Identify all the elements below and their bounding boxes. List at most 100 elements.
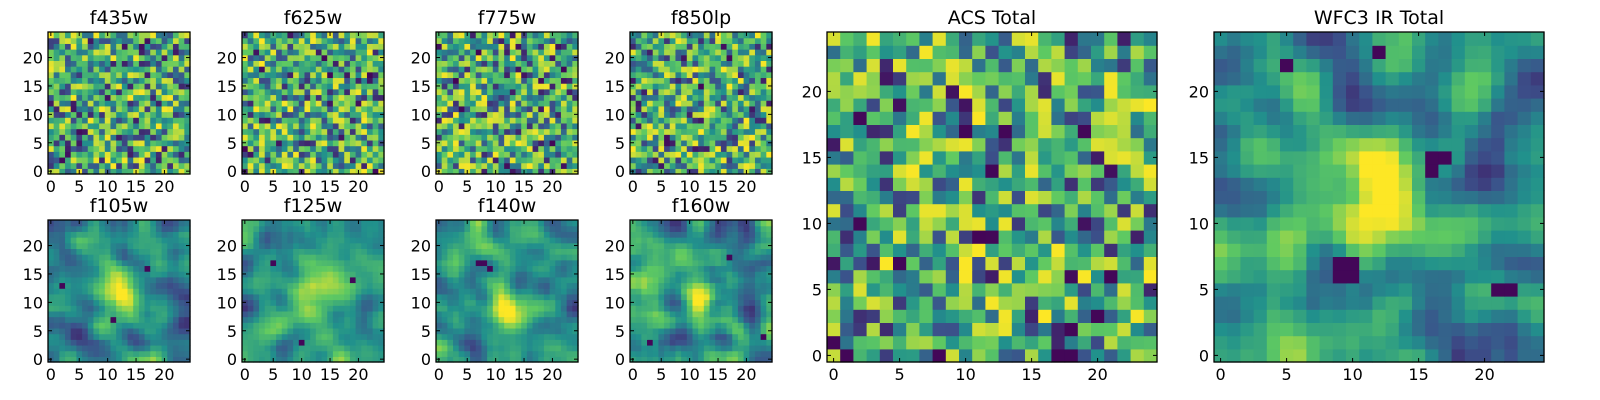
heatmap-cell bbox=[766, 344, 773, 352]
heatmap-cell bbox=[749, 100, 756, 107]
heatmap-cell bbox=[178, 139, 185, 147]
heatmap-cell bbox=[127, 242, 134, 249]
heatmap-cell bbox=[293, 322, 300, 329]
heatmap-cell bbox=[247, 265, 254, 272]
heatmap-cell bbox=[178, 231, 185, 238]
heatmap-cell bbox=[99, 265, 106, 272]
heatmap-cell bbox=[372, 276, 379, 284]
heatmap-cell bbox=[327, 293, 334, 301]
heatmap-cell bbox=[560, 242, 568, 249]
heatmap-cell bbox=[150, 327, 157, 335]
heatmap-cell bbox=[338, 225, 345, 232]
heatmap-cell bbox=[150, 225, 157, 232]
heatmap-cell bbox=[635, 276, 642, 284]
heatmap-cell bbox=[641, 333, 648, 340]
heatmap-cell bbox=[321, 254, 328, 261]
heatmap-cell bbox=[321, 316, 328, 323]
heatmap-cell bbox=[532, 259, 539, 267]
heatmap-cell bbox=[332, 94, 340, 101]
heatmap-cell bbox=[652, 66, 659, 73]
heatmap-cell bbox=[647, 156, 654, 164]
heatmap-cell bbox=[304, 356, 311, 363]
heatmap-cell bbox=[549, 259, 556, 267]
heatmap-cell bbox=[366, 49, 374, 56]
heatmap-cell bbox=[298, 242, 306, 249]
heatmap-cell bbox=[161, 254, 168, 261]
heatmap-cell bbox=[481, 111, 488, 118]
heatmap-cell bbox=[498, 282, 505, 289]
heatmap-cell bbox=[515, 310, 522, 318]
heatmap-cell bbox=[110, 139, 117, 147]
heatmap-cell bbox=[630, 310, 637, 318]
heatmap-cell bbox=[53, 248, 60, 255]
heatmap-cell bbox=[349, 293, 357, 301]
heatmap-cell bbox=[652, 88, 659, 96]
heatmap-cell bbox=[737, 37, 745, 44]
heatmap-cell bbox=[737, 316, 745, 323]
y-tick-label: 5 bbox=[615, 134, 625, 153]
heatmap-cell bbox=[276, 128, 283, 135]
heatmap-cell bbox=[366, 350, 374, 357]
heatmap-cell bbox=[121, 168, 129, 175]
heatmap-cell bbox=[555, 344, 562, 352]
heatmap-cell bbox=[743, 333, 750, 340]
heatmap-cell bbox=[447, 265, 454, 272]
heatmap-cell bbox=[441, 356, 448, 363]
heatmap-cell bbox=[766, 162, 773, 169]
heatmap-cell bbox=[110, 43, 117, 50]
heatmap-cell bbox=[509, 288, 517, 295]
heatmap-cell bbox=[172, 259, 180, 267]
heatmap-cell bbox=[492, 83, 500, 90]
heatmap-cell bbox=[133, 316, 140, 323]
heatmap-cell bbox=[287, 60, 294, 67]
heatmap-cell bbox=[720, 282, 728, 289]
heatmap-cell bbox=[172, 54, 180, 61]
heatmap-cell bbox=[458, 111, 465, 118]
heatmap-cell bbox=[155, 49, 163, 56]
heatmap-cell bbox=[293, 139, 300, 147]
heatmap-cell bbox=[293, 37, 300, 44]
heatmap-cell bbox=[470, 322, 477, 329]
heatmap-cell bbox=[630, 128, 637, 135]
heatmap-cell bbox=[144, 271, 151, 278]
heatmap-cell bbox=[664, 271, 671, 278]
heatmap-cell bbox=[332, 225, 340, 232]
heatmap-cell bbox=[293, 288, 300, 295]
heatmap-cell bbox=[464, 134, 471, 141]
heatmap-cell bbox=[349, 151, 357, 158]
heatmap-cell bbox=[664, 333, 671, 340]
heatmap-cell bbox=[293, 333, 300, 340]
heatmap-cell bbox=[65, 37, 72, 44]
heatmap-cell bbox=[116, 225, 123, 232]
heatmap-cell bbox=[436, 134, 443, 141]
heatmap-cell bbox=[521, 139, 528, 147]
heatmap-cell bbox=[281, 100, 289, 107]
heatmap-cell bbox=[692, 49, 699, 56]
heatmap-cell bbox=[155, 88, 163, 96]
heatmap-cell bbox=[526, 60, 534, 67]
heatmap-cell bbox=[555, 237, 562, 244]
heatmap-cell bbox=[732, 117, 739, 124]
heatmap-cell bbox=[498, 83, 505, 90]
heatmap-cell bbox=[766, 151, 773, 158]
heatmap-cell bbox=[560, 151, 568, 158]
heatmap-cell bbox=[498, 54, 505, 61]
heatmap-cell bbox=[82, 299, 89, 306]
heatmap-cell bbox=[572, 60, 579, 67]
heatmap-cell bbox=[242, 105, 249, 113]
heatmap-cell bbox=[361, 128, 368, 135]
heatmap-cell bbox=[504, 151, 511, 158]
heatmap-cell bbox=[155, 322, 163, 329]
heatmap-cell bbox=[470, 305, 477, 312]
heatmap-cell bbox=[65, 344, 72, 352]
heatmap-cell bbox=[104, 237, 112, 244]
heatmap-cell bbox=[172, 282, 180, 289]
heatmap-cell bbox=[635, 288, 642, 295]
heatmap-cell bbox=[458, 299, 465, 306]
heatmap-cell bbox=[178, 37, 185, 44]
heatmap-cell bbox=[82, 305, 89, 312]
heatmap-cell bbox=[48, 276, 55, 284]
heatmap-cell bbox=[566, 151, 573, 158]
heatmap-cell bbox=[82, 77, 89, 84]
heatmap-cell bbox=[349, 254, 357, 261]
